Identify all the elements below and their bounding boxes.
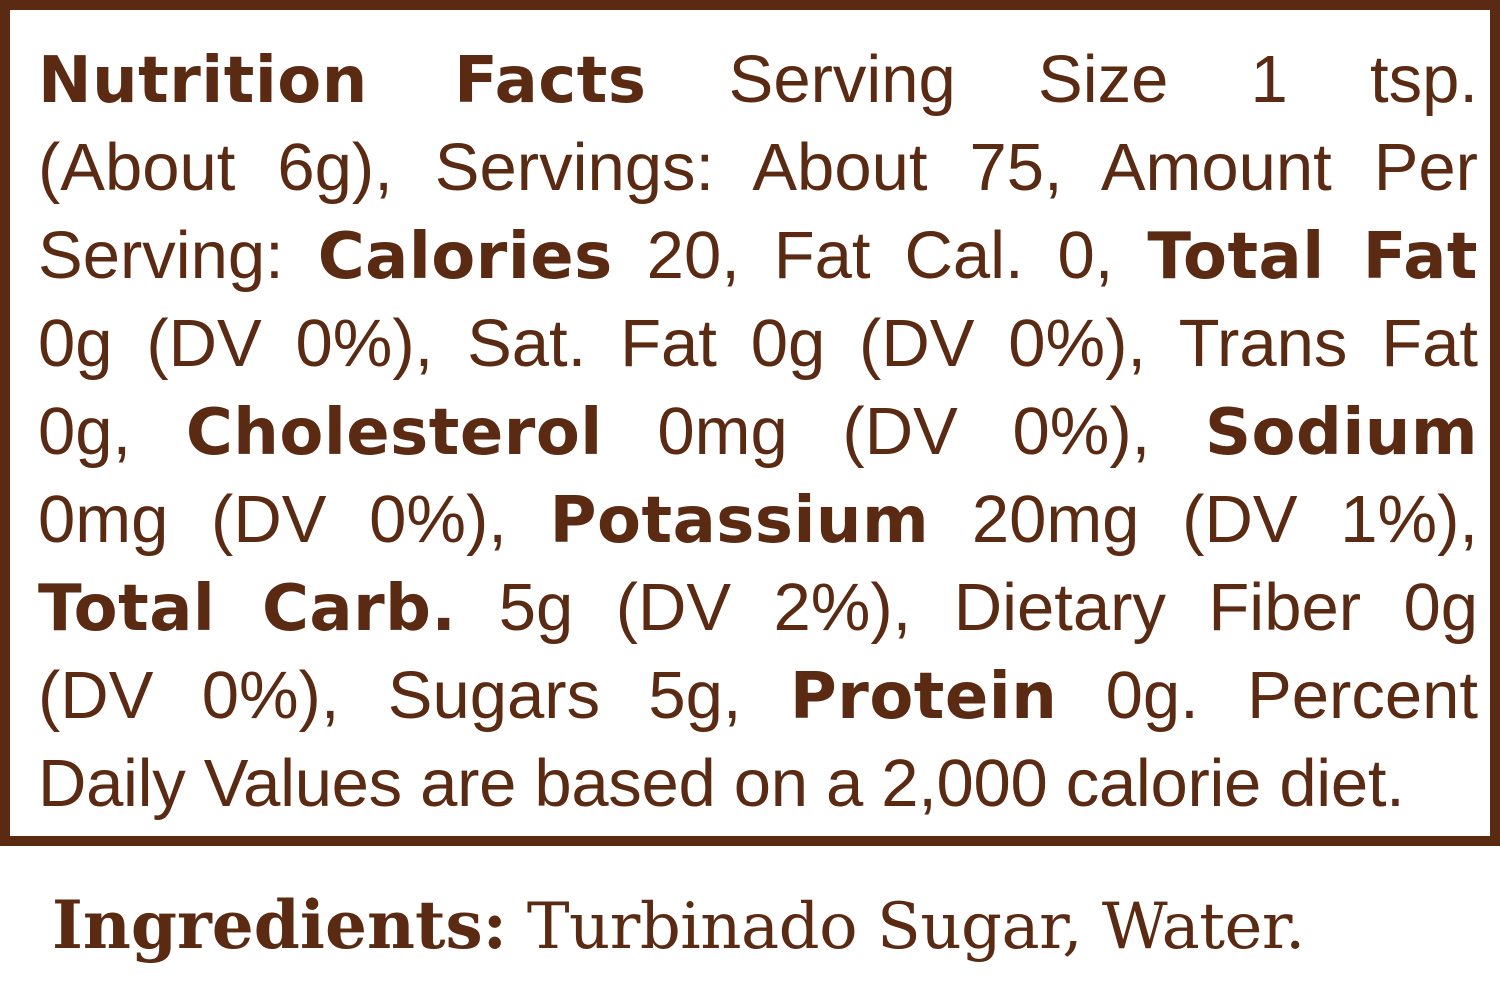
nutrient-text: Daily Values are based on a 2,000 calori… [38,746,1405,821]
nutrient-name: Protein [789,660,1058,734]
nutrient-text: 0mg (DV 0%), [602,394,1205,469]
nutrient-name: Potassium [549,484,930,558]
nutrient-name: Total Fat [1147,220,1479,294]
nutrient-text: 5g (DV 2%), Dietary Fiber 0g [456,570,1478,645]
nutrient-text: 20, Fat Cal. 0, [612,218,1148,293]
nutrient-name: Cholesterol [185,396,603,470]
ingredients-value: Turbinado Sugar, Water. [506,890,1305,964]
nutrition-line: (DV 0%), Sugars 5g, Protein 0g. Percent [38,652,1478,740]
nutrition-line: Daily Values are based on a 2,000 calori… [38,740,1478,828]
nutrient-text: 0g (DV 0%), Sat. Fat 0g (DV 0%), Trans F… [38,306,1478,381]
nutrient-text: Serving Size 1 tsp. [646,42,1478,117]
ingredients-label: Ingredients: [52,886,507,964]
nutrient-name: Total Carb. [38,572,457,646]
nutrition-line: Serving: Calories 20, Fat Cal. 0, Total … [38,212,1478,300]
nutrition-line: 0g (DV 0%), Sat. Fat 0g (DV 0%), Trans F… [38,300,1478,388]
nutrient-text: 0g. Percent [1057,658,1478,733]
nutrient-name: Calories [317,220,613,294]
nutrient-text: 0mg (DV 0%), [38,482,550,557]
nutrition-line: 0mg (DV 0%), Potassium 20mg (DV 1%), [38,476,1478,564]
nutrient-name: Sodium [1204,396,1478,470]
nutrient-text: 20mg (DV 1%), [929,482,1479,557]
nutrient-text: (About 6g), Servings: About 75, Amount P… [38,130,1478,205]
nutrition-facts-panel: Nutrition Facts Serving Size 1 tsp. (Abou… [0,0,1500,846]
nutrition-facts-text: Nutrition Facts Serving Size 1 tsp. (Abou… [38,36,1478,828]
nutrition-line: (About 6g), Servings: About 75, Amount P… [38,124,1478,212]
nutrition-line: Total Carb. 5g (DV 2%), Dietary Fiber 0g [38,564,1478,652]
nutrient-text: 0g, [38,394,186,469]
nutrition-line: Nutrition Facts Serving Size 1 tsp. [38,36,1478,124]
ingredients-statement: Ingredients: Turbinado Sugar, Water. [52,880,1472,970]
nutrition-line: 0g, Cholesterol 0mg (DV 0%), Sodium [38,388,1478,476]
nutrient-text: Serving: [38,218,318,293]
nutrient-name: Nutrition Facts [38,44,647,118]
nutrient-text: (DV 0%), Sugars 5g, [38,658,790,733]
